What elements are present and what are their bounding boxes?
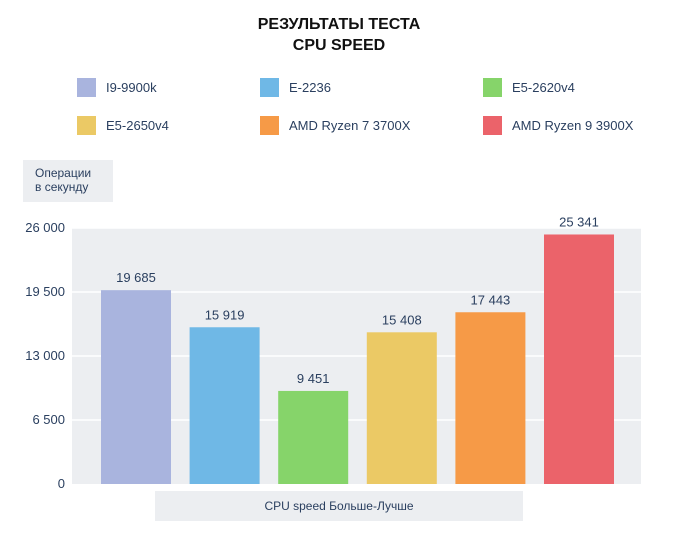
legend-item[interactable]: E-2236 (260, 78, 331, 97)
legend-swatch (260, 78, 279, 97)
bar-value-label: 15 408 (382, 312, 422, 327)
y-tick-label: 26 000 (25, 220, 65, 235)
bar-value-label: 25 341 (559, 214, 599, 229)
chart-title: РЕЗУЛЬТАТЫ ТЕСТА CPU SPEED (0, 14, 678, 56)
legend-label: AMD Ryzen 7 3700X (289, 118, 411, 133)
bar[interactable] (101, 290, 171, 484)
bar-value-label: 9 451 (297, 371, 330, 386)
bar[interactable] (455, 312, 526, 484)
legend-label: I9-9900k (106, 80, 157, 95)
chart-title-line-2: CPU SPEED (292, 37, 386, 54)
y-tick-label: 13 000 (25, 348, 65, 363)
legend-swatch (260, 116, 279, 135)
y-tick-label: 19 500 (25, 284, 65, 299)
bar-value-label: 15 919 (205, 307, 245, 322)
chart-title-line-1: РЕЗУЛЬТАТЫ ТЕСТА (257, 16, 421, 33)
x-axis-label: CPU speed Больше-Лучше (155, 491, 523, 521)
bar[interactable] (544, 234, 614, 484)
legend-label: E5-2650v4 (106, 118, 169, 133)
legend-item[interactable]: E5-2620v4 (483, 78, 575, 97)
legend-swatch (483, 78, 502, 97)
legend-item[interactable]: AMD Ryzen 7 3700X (260, 116, 410, 135)
bar-value-label: 19 685 (116, 270, 156, 285)
bar-value-label: 17 443 (471, 292, 511, 307)
y-axis-label-line-1: Операции (35, 166, 92, 180)
y-tick-labels: 0 6 500 13 000 19 500 26 000 (25, 220, 65, 491)
y-axis-label: Операции в секунду (23, 160, 113, 202)
bar[interactable] (366, 332, 437, 484)
bar[interactable] (278, 390, 349, 484)
legend-swatch (77, 78, 96, 97)
y-axis-label-line-2: в секунду (35, 180, 89, 194)
legend-item[interactable]: I9-9900k (77, 78, 157, 97)
legend-swatch (77, 116, 96, 135)
y-tick-label: 6 500 (32, 412, 65, 427)
y-tick-label: 0 (58, 476, 65, 491)
bars (101, 234, 614, 484)
legend-swatch (483, 116, 502, 135)
legend-item[interactable]: AMD Ryzen 9 3900X (483, 116, 633, 135)
legend-label: E-2236 (289, 80, 331, 95)
bar[interactable] (189, 327, 260, 484)
legend-item[interactable]: E5-2650v4 (77, 116, 169, 135)
legend-label: AMD Ryzen 9 3900X (512, 118, 634, 133)
legend-label: E5-2620v4 (512, 80, 575, 95)
value-labels: 19 685 15 919 9 451 15 408 17 443 25 341 (116, 214, 599, 385)
